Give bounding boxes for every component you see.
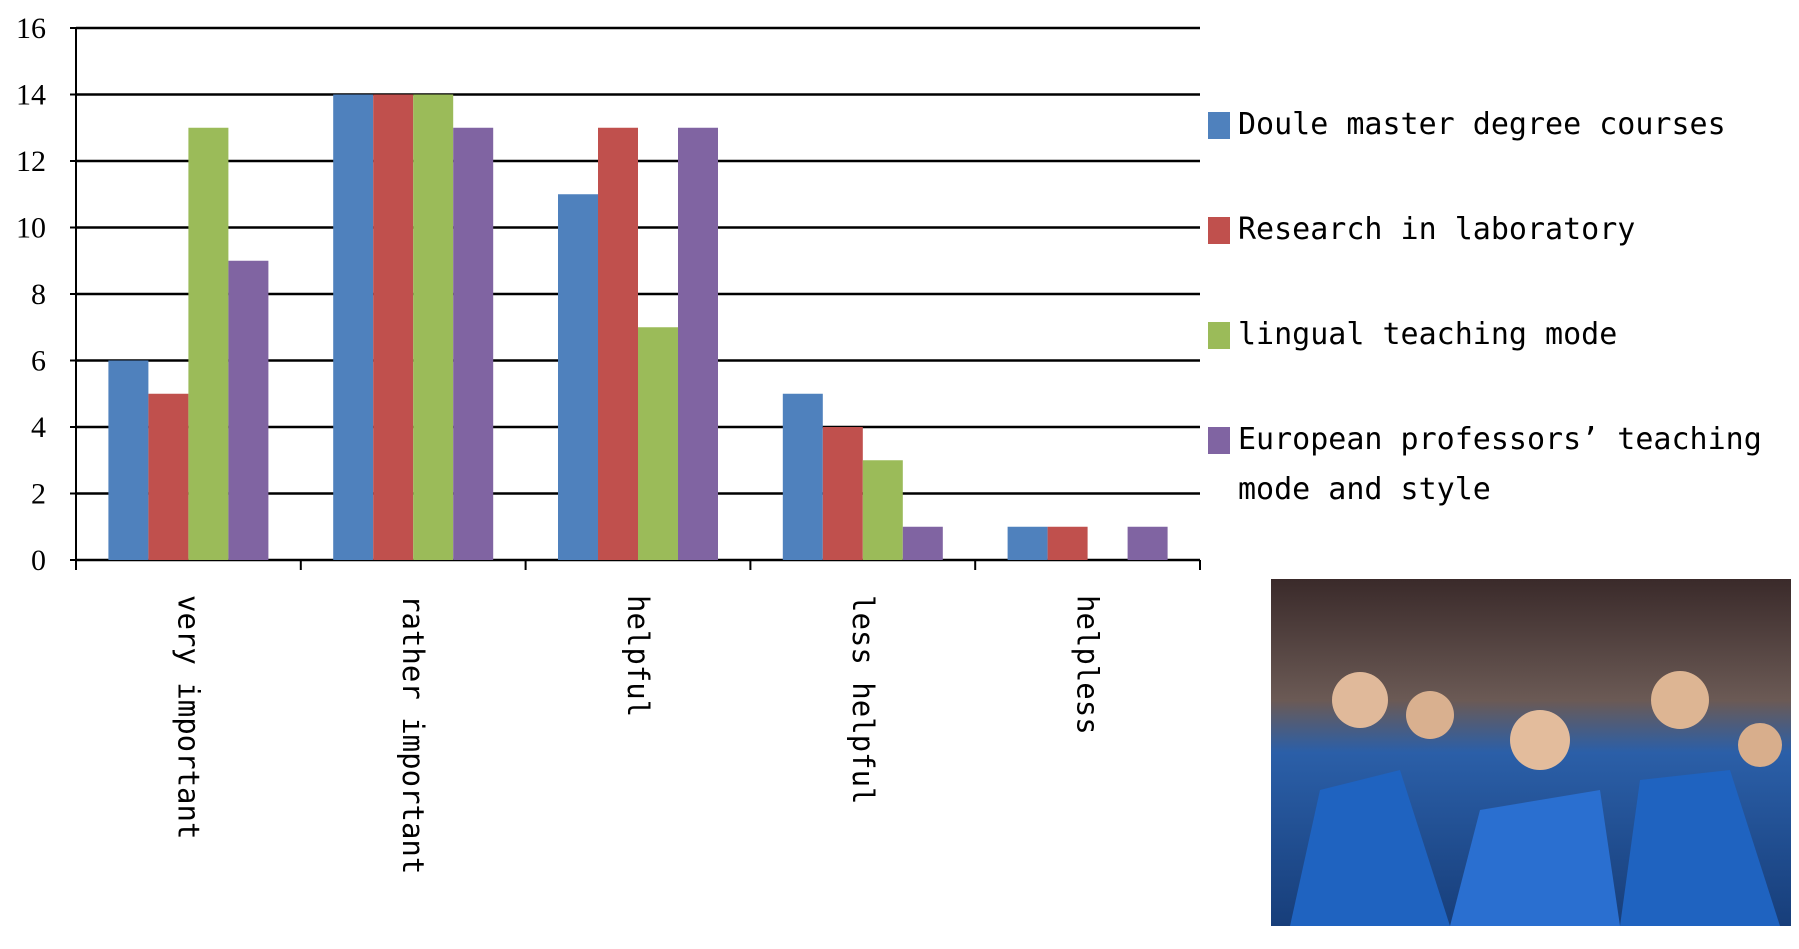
bar [1047, 526, 1088, 560]
y-tick-label: 10 [16, 212, 46, 245]
bar [638, 327, 678, 560]
legend-label: Doule master degree courses [1238, 107, 1726, 142]
legend-label: Research in laboratory [1238, 212, 1636, 247]
bar [453, 127, 494, 560]
x-tick-label: rather important [396, 595, 430, 874]
bar [333, 94, 374, 560]
y-tick-label: 2 [31, 478, 46, 511]
photo [1271, 579, 1791, 926]
legend-swatch [1208, 217, 1230, 244]
legend-swatch [1208, 427, 1230, 454]
legend-label: lingual teaching mode [1238, 317, 1618, 352]
bar [373, 94, 414, 560]
y-tick-label: 14 [16, 79, 46, 112]
legend-swatch [1208, 322, 1230, 349]
x-tick-label: very important [171, 595, 205, 839]
y-tick-label: 8 [31, 278, 46, 311]
bar [782, 393, 823, 560]
y-tick-label: 16 [16, 12, 46, 45]
legend-label: European professors’ teaching mode and s… [1238, 422, 1762, 507]
x-tick-label: helpful [621, 595, 655, 717]
y-tick-label: 0 [31, 544, 46, 577]
x-tick-label: helpless [1071, 595, 1105, 735]
bar [148, 393, 189, 560]
y-tick-label: 6 [31, 345, 46, 378]
legend-item: European professors’ teaching mode and s… [1208, 415, 1798, 515]
bar [598, 127, 638, 560]
legend-item: Doule master degree courses [1208, 100, 1798, 150]
bar [188, 127, 229, 560]
bar [108, 360, 149, 560]
bar [228, 260, 269, 560]
bar [678, 127, 718, 560]
legend-item: Research in laboratory [1208, 205, 1798, 255]
x-tick-label: less helpful [846, 595, 880, 805]
y-tick-label: 12 [16, 145, 46, 178]
legend-item: lingual teaching mode [1208, 310, 1798, 360]
bar [413, 94, 454, 560]
y-tick-label: 4 [31, 411, 46, 444]
bar [1127, 526, 1168, 560]
bar [1007, 526, 1048, 560]
bar [822, 427, 863, 560]
legend-swatch [1208, 112, 1230, 139]
bar [558, 194, 598, 560]
bar [862, 460, 903, 560]
bar [902, 526, 943, 560]
